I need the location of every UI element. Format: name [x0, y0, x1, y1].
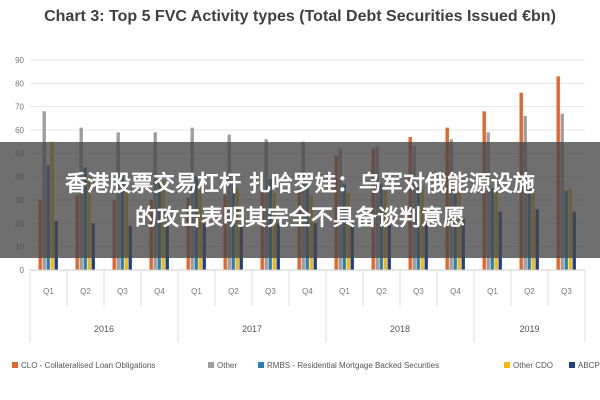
legend: CLO - Collateralised Loan Obligations Oth… — [12, 361, 600, 370]
x-tick-label: Q1 — [487, 287, 498, 296]
legend-item: Other — [208, 361, 237, 370]
year-label: 2019 — [519, 324, 539, 334]
legend-label: ABCP — [578, 361, 600, 370]
news-headline-line2[interactable]: 的攻击表明其完全不具备谈判意愿 — [134, 206, 465, 231]
legend-swatch — [258, 362, 264, 368]
x-tick-label: Q4 — [450, 287, 461, 296]
legend-label: CLO - Collateralised Loan Obligations — [21, 361, 155, 370]
x-tick-label: Q2 — [524, 287, 535, 296]
legend-swatch — [569, 362, 575, 368]
x-tick-label: Q3 — [413, 287, 424, 296]
x-tick-label: Q1 — [43, 287, 54, 296]
x-tick-label: Q1 — [191, 287, 202, 296]
x-tick-label: Q3 — [265, 287, 276, 296]
legend-item: Other CDO — [504, 361, 553, 370]
x-axis: Q1 Q2 Q3 Q4 Q1 Q2 Q3 Q4 Q1 Q2 Q3 Q4 Q1 Q2 Q3 2016 2017 20… — [29, 269, 586, 342]
news-overlay-text[interactable]: 香港股票交易杠杆 扎哈罗娃：乌军对俄能源设施 的攻击表明其完全不具备谈判意愿 — [0, 168, 600, 236]
x-tick-label: Q4 — [154, 287, 165, 296]
y-tick-label: 70 — [15, 103, 24, 112]
news-overlay-banner[interactable] — [0, 142, 600, 258]
year-label: 2018 — [390, 324, 410, 334]
x-tick-label: Q2 — [376, 287, 387, 296]
y-tick-label: 0 — [20, 266, 25, 275]
chart-title: Chart 3: Top 5 FVC Activity types (Total… — [44, 8, 556, 25]
x-tick-label: Q1 — [339, 287, 350, 296]
y-tick-label: 90 — [15, 56, 24, 65]
legend-swatch — [208, 362, 214, 368]
news-headline-line1[interactable]: 香港股票交易杠杆 扎哈罗娃：乌军对俄能源设施 — [65, 172, 535, 197]
x-tick-label: Q3 — [561, 287, 572, 296]
legend-label: Other — [217, 361, 237, 370]
legend-swatch — [504, 362, 510, 368]
y-tick-label: 80 — [15, 79, 24, 88]
x-tick-label: Q4 — [302, 287, 313, 296]
year-label: 2016 — [94, 324, 114, 334]
legend-item: ABCP — [569, 361, 600, 370]
year-label: 2017 — [242, 324, 262, 334]
legend-item: RMBS - Residential Mortgage Backed Secur… — [258, 361, 439, 370]
legend-label: RMBS - Residential Mortgage Backed Secur… — [267, 361, 439, 370]
x-tick-label: Q2 — [228, 287, 239, 296]
legend-swatch — [12, 362, 18, 368]
x-tick-label: Q2 — [80, 287, 91, 296]
x-tick-label: Q3 — [117, 287, 128, 296]
legend-item: CLO - Collateralised Loan Obligations — [12, 361, 155, 370]
legend-label: Other CDO — [513, 361, 553, 370]
y-tick-label: 60 — [15, 126, 24, 135]
